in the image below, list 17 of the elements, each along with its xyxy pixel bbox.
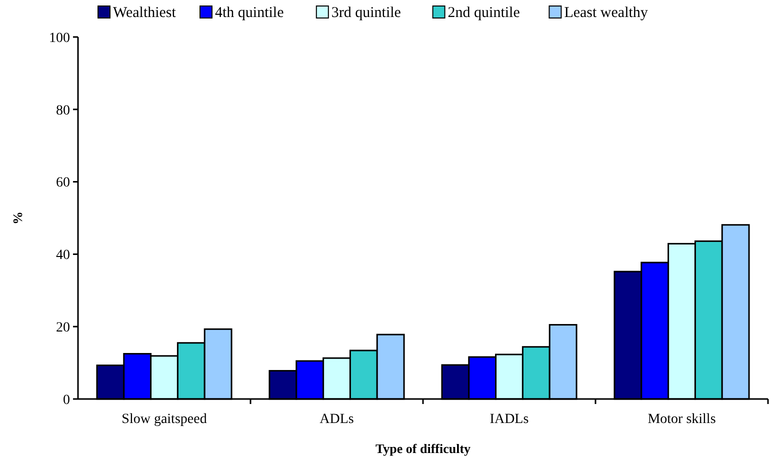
y-tick-label: 20 (56, 320, 70, 336)
x-tick-label: IADLs (490, 412, 529, 427)
legend-label: 3rd quintile (331, 5, 402, 21)
legend-label: 4th quintile (215, 5, 284, 21)
y-tick-label: 100 (49, 30, 70, 46)
x-axis-title: Type of difficulty (375, 441, 472, 456)
y-tick-label: 40 (56, 248, 70, 264)
y-axis-title: % (10, 212, 25, 224)
x-tick-label: Slow gaitspeed (122, 412, 207, 427)
y-tick-label: 0 (63, 392, 70, 408)
x-tick-label: ADLs (320, 412, 354, 427)
legend-label: Least wealthy (564, 5, 648, 21)
y-tick-label: 80 (56, 103, 70, 118)
y-tick-label: 60 (56, 176, 70, 191)
legend-label: 2nd quintile (448, 5, 520, 21)
x-tick-label: Motor skills (648, 412, 716, 427)
legend-label: Wealthiest (113, 5, 177, 21)
